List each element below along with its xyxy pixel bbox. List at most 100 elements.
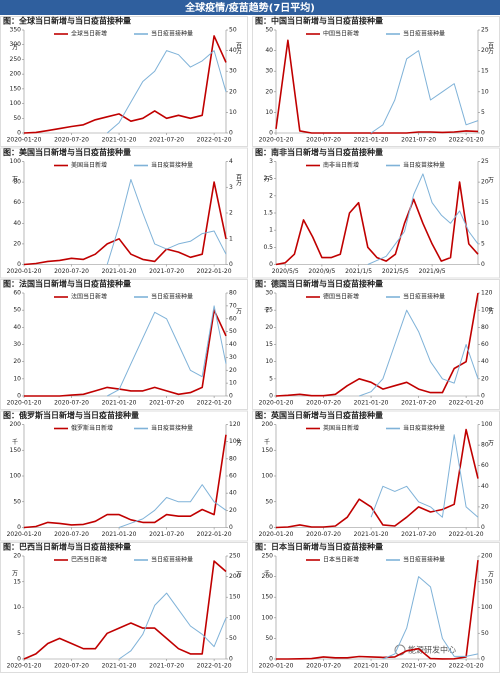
y2-tick-label: 20	[229, 88, 237, 95]
y-tick-label: 50	[265, 498, 273, 505]
x-tick-label: 2021-07-20	[401, 663, 436, 670]
x-tick-label: 2021/1/5	[345, 268, 372, 275]
y2-tick-label: 15	[481, 68, 489, 75]
y2-tick-label: 25	[481, 158, 489, 165]
y-tick-label: 2	[269, 192, 273, 199]
watermark: 能源研发中心	[408, 645, 456, 655]
x-tick-label: 2021-01-20	[354, 531, 389, 538]
y-tick-label: 60	[13, 290, 21, 297]
y2-tick-label: 100	[481, 604, 493, 611]
y2-tick-label: 20	[481, 179, 489, 186]
y-tick-label: 20	[265, 324, 273, 331]
panel-border	[252, 16, 500, 147]
series-line	[23, 181, 227, 266]
y-tick-label: 10	[13, 604, 21, 611]
y2-unit: 百万	[235, 42, 242, 55]
y-tick-label: 20	[13, 553, 21, 560]
y-tick-label: 20	[13, 240, 21, 247]
x-tick-label: 2020-01-20	[7, 137, 42, 144]
legend-label: 中国当日新增	[323, 30, 359, 38]
y-tick-label: 0	[269, 656, 273, 663]
y2-tick-label: 10	[229, 109, 237, 116]
y2-tick-label: 80	[481, 324, 489, 331]
series-line	[118, 484, 227, 528]
y-tick-label: 100	[262, 614, 274, 621]
y2-tick-label: 40	[481, 483, 489, 490]
panel-border	[0, 147, 248, 279]
panel-title: 图：日本当日新增与当日疫苗接种量	[255, 542, 383, 552]
panel-border	[0, 410, 248, 542]
y-tick-label: 0	[17, 524, 21, 531]
y2-unit: 万	[487, 440, 494, 447]
y-tick-label: 50	[13, 498, 21, 505]
y2-tick-label: 0	[481, 524, 485, 531]
y2-unit: 万	[487, 571, 494, 578]
x-tick-label: 2020-07-20	[54, 531, 89, 538]
legend-label: 当日疫苗接种量	[403, 556, 445, 564]
y-tick-label: 300	[10, 41, 22, 48]
x-tick-label: 2021-01-20	[354, 663, 389, 670]
series-line	[106, 305, 227, 397]
series-line	[276, 560, 479, 660]
x-tick-label: 2021-01-20	[102, 400, 137, 407]
y2-tick-label: 80	[481, 442, 489, 449]
panel-title: 图：南非当日新增与当日疫苗接种量	[255, 147, 383, 157]
y2-tick-label: 150	[229, 594, 241, 601]
x-tick-label: 2020-07-20	[306, 531, 341, 538]
series-line	[23, 560, 227, 660]
series-line	[275, 39, 479, 134]
x-tick-label: 2021/9/5	[419, 268, 446, 275]
y2-tick-label: 20	[229, 367, 237, 374]
y2-tick-label: 10	[481, 88, 489, 95]
legend-label: 巴西当日新增	[71, 556, 107, 564]
y2-tick-label: 100	[481, 307, 493, 314]
y-tick-label: 40	[13, 324, 21, 331]
x-tick-label: 2020-07-20	[54, 268, 89, 275]
x-tick-label: 2020-07-20	[306, 663, 341, 670]
y-tick-label: 200	[262, 573, 274, 580]
y2-tick-label: 10	[481, 220, 489, 227]
x-tick-label: 2022-01-20	[449, 137, 484, 144]
y2-tick-label: 50	[481, 630, 489, 637]
panel-title: 图：英国当日新增与当日疫苗接种量	[255, 410, 383, 420]
x-tick-label: 2021-07-20	[149, 137, 184, 144]
legend-label: 当日疫苗接种量	[151, 293, 193, 301]
y-tick-label: 80	[13, 179, 21, 186]
series-line	[106, 179, 227, 265]
y2-tick-label: 15	[481, 199, 489, 206]
y-tick-label: 15	[265, 341, 273, 348]
y-tick-label: 0	[17, 130, 21, 137]
y2-tick-label: 250	[229, 553, 241, 560]
x-tick-label: 2021-07-20	[149, 400, 184, 407]
y-tick-label: 20	[13, 358, 21, 365]
y2-unit: 万	[235, 571, 242, 578]
y2-tick-label: 0	[229, 393, 233, 400]
y2-tick-label: 0	[481, 130, 485, 137]
x-tick-label: 2022-01-20	[449, 531, 484, 538]
panel-border	[252, 279, 500, 410]
y-tick-label: 20	[265, 88, 273, 95]
legend-label: 当日疫苗接种量	[151, 424, 193, 432]
series-line	[118, 592, 227, 660]
y2-tick-label: 60	[481, 341, 489, 348]
y-tick-label: 250	[262, 553, 274, 560]
y-tick-label: 350	[10, 27, 22, 34]
y-tick-label: 100	[262, 473, 274, 480]
y-tick-label: 30	[265, 68, 273, 75]
y-tick-label: 0	[269, 524, 273, 531]
y2-tick-label: 200	[229, 573, 241, 580]
x-tick-label: 2020-07-20	[306, 137, 341, 144]
x-tick-label: 2021-01-20	[102, 663, 137, 670]
panel-title: 图：德国当日新增与当日疫苗接种量	[255, 279, 383, 289]
y-unit: 千	[264, 438, 270, 446]
y-unit: 万	[12, 45, 18, 52]
y2-tick-label: 60	[229, 315, 237, 322]
y-unit: 万	[264, 176, 270, 183]
x-tick-label: 2020-01-20	[7, 268, 42, 275]
y2-unit: 万	[235, 308, 242, 315]
x-tick-label: 2021-07-20	[149, 663, 184, 670]
series-line	[24, 309, 227, 397]
legend-label: 当日疫苗接种量	[403, 161, 445, 169]
y-tick-label: 50	[265, 635, 273, 642]
y2-unit: 万	[487, 308, 494, 315]
